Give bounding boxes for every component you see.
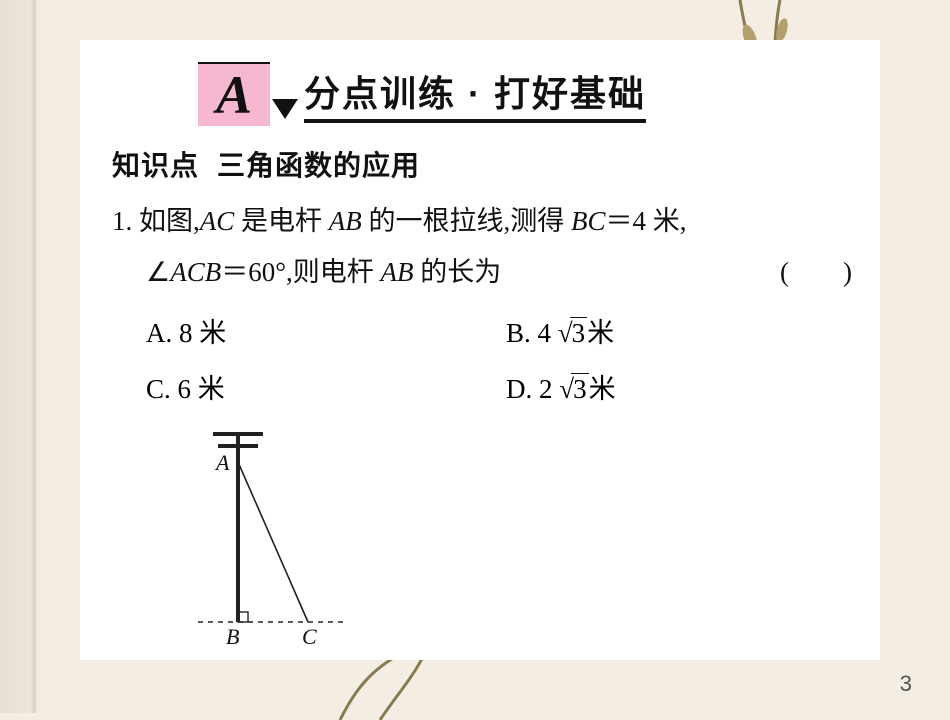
t: ＝ — [606, 206, 633, 236]
option-A: A. 8 米 — [146, 305, 506, 362]
val-deg: 60° — [248, 257, 286, 287]
t: 如图, — [139, 206, 200, 236]
option-row-1: A. 8 米 B. 4 √3米 — [146, 305, 852, 362]
page-number: 3 — [900, 671, 912, 697]
var-ab: AB — [329, 206, 362, 236]
t: ＝ — [221, 257, 248, 287]
knowledge-point: 知识点三角函数的应用 — [112, 144, 852, 184]
opt-label-c: C. — [146, 374, 171, 404]
section-badge: A — [198, 62, 270, 126]
t: 的一根拉线,测得 — [362, 206, 571, 236]
opt-b-rad: 3 — [570, 317, 588, 348]
option-row-2: C. 6 米 D. 2 √3米 — [146, 361, 852, 418]
opt-d-rad: 3 — [571, 373, 589, 404]
section-title: 分点训练 · 打好基础 — [304, 65, 646, 123]
opt-d-prefix: 2 — [539, 374, 553, 404]
triangle-icon — [272, 99, 298, 119]
sqrt-icon: √3 — [559, 361, 588, 418]
angle-sym: ∠ — [146, 257, 170, 287]
option-B: B. 4 √3米 — [506, 305, 614, 362]
fig-label-C: C — [302, 624, 317, 649]
t: 米, — [646, 206, 687, 236]
opt-text-c: 6 米 — [178, 374, 225, 404]
val-bc: 4 — [633, 206, 647, 236]
sqrt-icon: √3 — [558, 305, 587, 362]
paper-left-edge — [0, 0, 62, 713]
opt-b-suffix: 米 — [587, 318, 614, 348]
opt-label-a: A. — [146, 318, 172, 348]
var-bc: BC — [571, 206, 606, 236]
var-ac: AC — [200, 206, 235, 236]
kp-label: 知识点 — [112, 150, 199, 181]
fig-label-A: A — [214, 450, 230, 475]
opt-label-b: B. — [506, 318, 531, 348]
problem-figure: A B C — [168, 422, 852, 657]
opt-text-a: 8 米 — [179, 318, 226, 348]
var-ab2: AB — [381, 257, 414, 287]
t: ,则电杆 — [286, 257, 381, 287]
opt-b-prefix: 4 — [538, 318, 552, 348]
options: A. 8 米 B. 4 √3米 C. 6 米 D. 2 √3米 — [108, 305, 852, 418]
badge-letter: A — [216, 64, 252, 126]
fig-label-B: B — [226, 624, 239, 649]
var-acb: ACB — [170, 257, 221, 287]
problem-number: 1. — [112, 206, 132, 236]
kp-title: 三角函数的应用 — [217, 150, 420, 181]
t: 的长为 — [414, 257, 502, 287]
t: 是电杆 — [234, 206, 329, 236]
answer-blank: ( ) — [780, 247, 852, 298]
section-header: A 分点训练 · 打好基础 — [198, 62, 852, 126]
option-D: D. 2 √3米 — [506, 361, 616, 418]
content-panel: A 分点训练 · 打好基础 知识点三角函数的应用 1. 如图,AC 是电杆 AB… — [80, 40, 880, 660]
problem-1: 1. 如图,AC 是电杆 AB 的一根拉线,测得 BC＝4 米, ∠ACB＝60… — [108, 196, 852, 299]
option-C: C. 6 米 — [146, 361, 506, 418]
opt-label-d: D. — [506, 374, 532, 404]
opt-d-suffix: 米 — [589, 374, 616, 404]
